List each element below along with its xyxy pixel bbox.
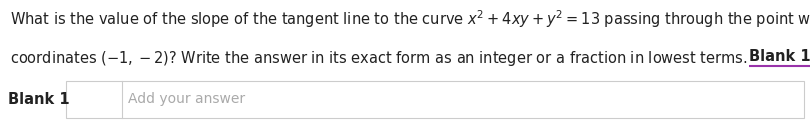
Text: Blank 1: Blank 1	[8, 92, 70, 107]
Text: coordinates $(-1,-2)$? Write the answer in its exact form as an integer or a fra: coordinates $(-1,-2)$? Write the answer …	[10, 49, 749, 68]
Text: What is the value of the slope of the tangent line to the curve $x^2+4xy+y^2=13$: What is the value of the slope of the ta…	[10, 9, 810, 30]
Text: Add your answer: Add your answer	[128, 92, 245, 106]
FancyBboxPatch shape	[66, 81, 804, 118]
Text: Blank 1: Blank 1	[749, 49, 810, 64]
